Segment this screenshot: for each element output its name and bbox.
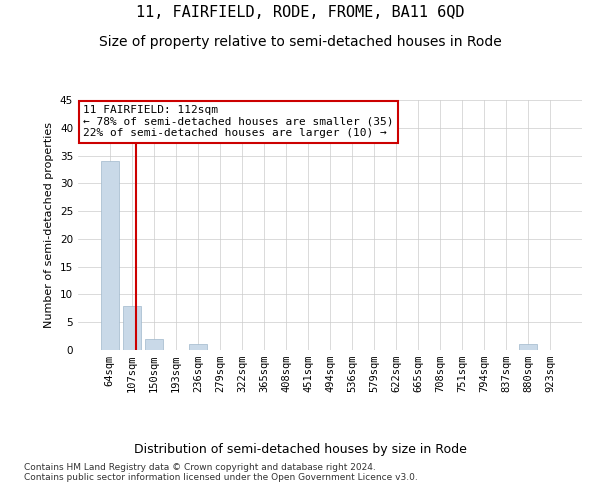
Text: 11 FAIRFIELD: 112sqm
← 78% of semi-detached houses are smaller (35)
22% of semi-: 11 FAIRFIELD: 112sqm ← 78% of semi-detac… [83,105,394,138]
Bar [123,306,140,350]
Y-axis label: Number of semi-detached properties: Number of semi-detached properties [44,122,55,328]
Text: Contains HM Land Registry data © Crown copyright and database right 2024.
Contai: Contains HM Land Registry data © Crown c… [24,462,418,482]
Text: 11, FAIRFIELD, RODE, FROME, BA11 6QD: 11, FAIRFIELD, RODE, FROME, BA11 6QD [136,5,464,20]
Bar [101,161,119,350]
Text: Size of property relative to semi-detached houses in Rode: Size of property relative to semi-detach… [98,35,502,49]
Bar [145,339,163,350]
Bar [520,344,537,350]
Text: Distribution of semi-detached houses by size in Rode: Distribution of semi-detached houses by … [134,442,466,456]
Bar [189,344,206,350]
